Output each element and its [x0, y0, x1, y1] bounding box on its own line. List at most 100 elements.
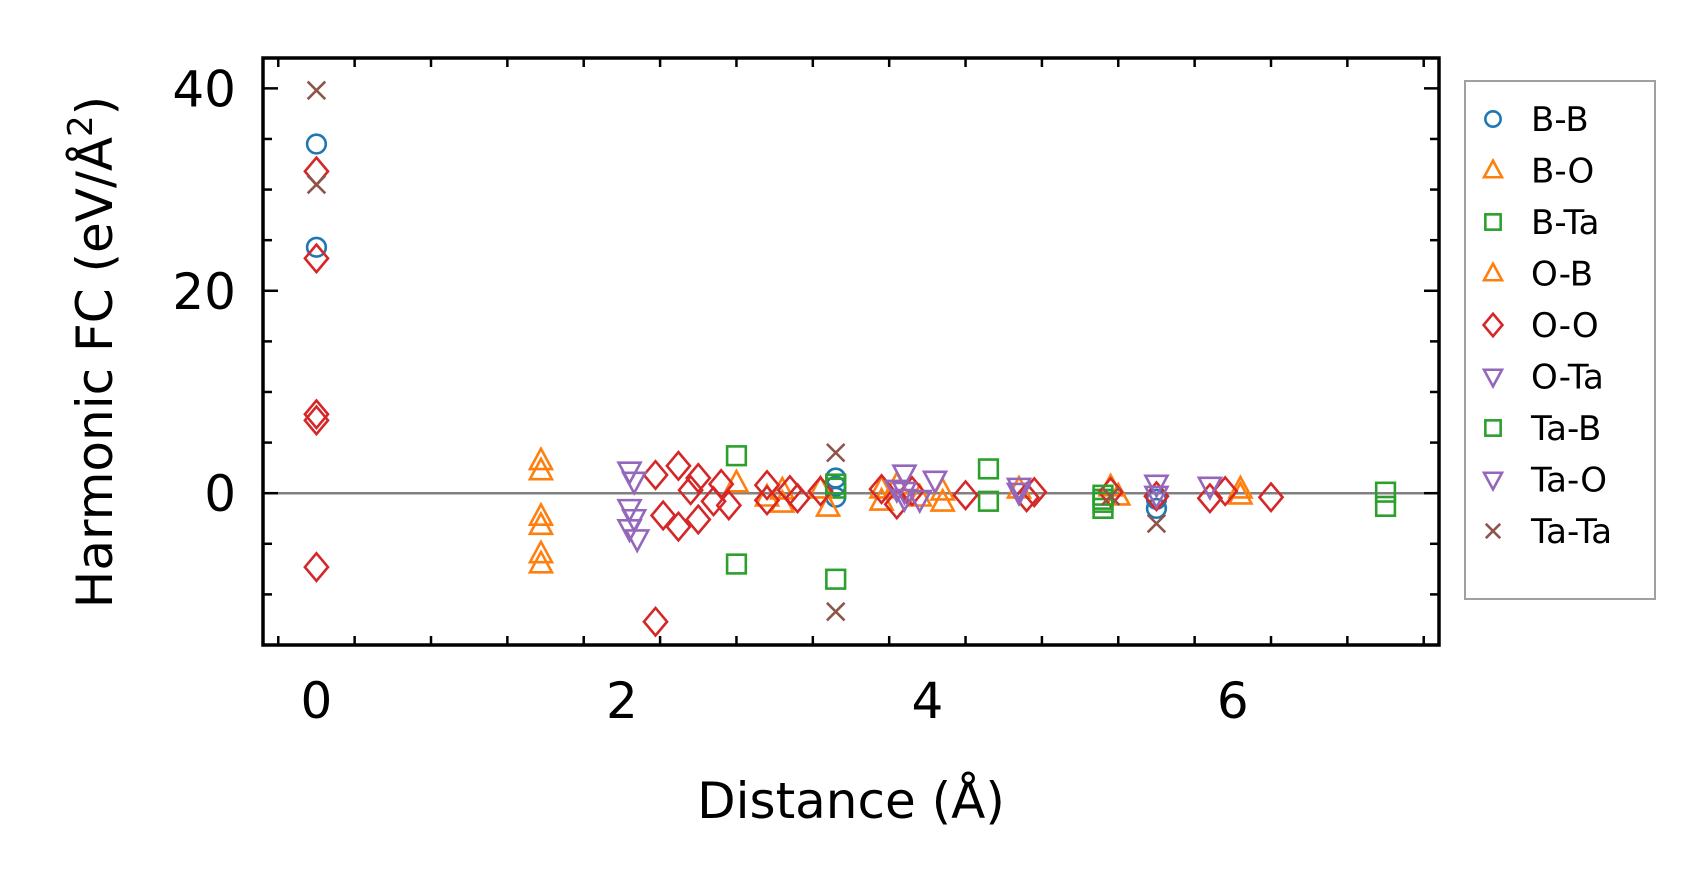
data-point-B-O [527, 501, 555, 527]
data-point-Ta-O [906, 489, 933, 515]
data-point-O-O [685, 503, 712, 536]
series-B-B [305, 133, 1168, 520]
legend-label: O-O [1531, 306, 1599, 346]
series-Ta-Ta [306, 80, 1167, 622]
data-point-Ta-Ta [306, 174, 327, 195]
data-point-O-Ta [1196, 476, 1224, 501]
legend-marker-Ta-Ta [1484, 522, 1502, 540]
y-axis-title-superscript: 2 [61, 115, 101, 137]
legend-label: B-Ta [1531, 203, 1599, 243]
data-point-B-Ta [725, 553, 748, 575]
data-point-O-O [784, 482, 811, 515]
legend-marker-O-O [1481, 311, 1505, 339]
x-tick-label: 0 [301, 672, 333, 730]
data-point-Ta-B [825, 473, 847, 495]
data-point-B-O [527, 539, 555, 564]
data-point-O-O [649, 499, 677, 532]
data-point-O-O [707, 468, 735, 500]
plot-area [261, 56, 1441, 647]
data-point-O-O [1257, 481, 1285, 514]
data-point-O-O [715, 489, 743, 522]
data-point-O-Ta [620, 471, 648, 496]
axis-ticks [263, 58, 1439, 645]
data-point-Ta-O [1143, 485, 1170, 511]
legend-marker-B-B [1484, 110, 1502, 128]
y-axis-title: Harmonic FC (eV/Å2) [61, 96, 124, 608]
x-tick-label: 4 [911, 672, 943, 730]
plot-frame [261, 56, 1441, 647]
data-point-O-O [1196, 482, 1224, 515]
data-point-O-Ta [891, 464, 918, 489]
series-O-Ta [616, 461, 1224, 554]
data-point-O-Ta [921, 470, 949, 495]
legend-label: O-B [1531, 255, 1593, 295]
data-points [303, 80, 1397, 638]
data-point-O-O [952, 479, 979, 511]
data-point-O-O [303, 404, 330, 437]
y-tick-label: 0 [204, 465, 236, 523]
series-B-Ta [725, 445, 1397, 590]
legend-label: O-Ta [1531, 358, 1604, 398]
series-Ta-O [891, 481, 1170, 515]
legend-marker-B-Ta [1484, 213, 1502, 231]
data-point-Ta-Ta [1146, 513, 1167, 534]
data-point-O-O [303, 155, 330, 188]
data-point-O-O [303, 242, 330, 275]
data-point-B-Ta [1374, 495, 1397, 517]
data-point-Ta-Ta [306, 80, 327, 101]
x-tick-label: 6 [1217, 672, 1249, 730]
data-point-B-Ta [825, 568, 847, 590]
data-point-B-Ta [1374, 481, 1397, 503]
data-point-B-O [868, 474, 895, 499]
legend-marker-O-Ta [1481, 368, 1505, 390]
data-point-O-O [665, 510, 692, 543]
legend-label: B-B [1531, 100, 1589, 140]
data-point-B-Ta [977, 490, 1000, 512]
data-point-Ta-B [1092, 491, 1114, 513]
data-point-O-O [665, 450, 692, 482]
data-point-O-O [883, 488, 911, 521]
data-point-O-Ta [1005, 477, 1033, 502]
y-tick-label: 40 [172, 60, 236, 118]
data-point-O-Ta [624, 529, 651, 554]
data-point-O-O [303, 551, 330, 583]
data-point-O-O [303, 398, 330, 431]
data-point-O-Ta [891, 488, 918, 514]
legend-marker-Ta-B [1484, 419, 1502, 437]
data-point-B-O [527, 510, 555, 536]
data-point-B-O [527, 456, 555, 481]
data-point-Ta-Ta [826, 601, 846, 622]
legend-label: Ta-Ta [1530, 512, 1612, 552]
data-point-Ta-Ta [1100, 486, 1121, 506]
data-point-B-B [305, 236, 328, 258]
x-axis-title: Distance (Å) [697, 772, 1005, 830]
y-tick-label: 20 [172, 263, 236, 321]
data-point-Ta-Ta [826, 442, 846, 463]
data-point-B-Ta [725, 445, 748, 467]
x-tick-label: 2 [606, 672, 638, 730]
data-point-O-O [677, 474, 704, 506]
series-O-B [723, 468, 1254, 507]
data-point-O-B [753, 482, 781, 507]
data-point-B-B [1145, 497, 1168, 520]
legend-marker-Ta-O [1481, 471, 1505, 493]
legend-marker-B-O [1481, 157, 1505, 179]
legend-marker-O-B [1481, 260, 1505, 282]
data-point-Ta-O [1005, 482, 1033, 508]
data-point-O-O [642, 459, 669, 491]
data-point-B-O [527, 445, 555, 471]
y-axis-title-end: ) [66, 96, 124, 116]
legend-label: B-O [1531, 152, 1594, 192]
data-point-O-B [906, 482, 933, 507]
series-O-O [303, 155, 1285, 638]
data-point-O-O [642, 605, 669, 638]
data-point-B-O [527, 549, 555, 574]
data-point-O-O [753, 484, 781, 517]
y-axis-title-main: Harmonic FC (eV/Å [66, 137, 124, 608]
x-tick-labels: 0 2 4 6 [301, 672, 1249, 730]
legend-label: Ta-O [1530, 461, 1607, 501]
data-point-O-O [753, 469, 781, 501]
data-point-B-O [868, 486, 895, 511]
data-point-O-O [1013, 481, 1040, 514]
